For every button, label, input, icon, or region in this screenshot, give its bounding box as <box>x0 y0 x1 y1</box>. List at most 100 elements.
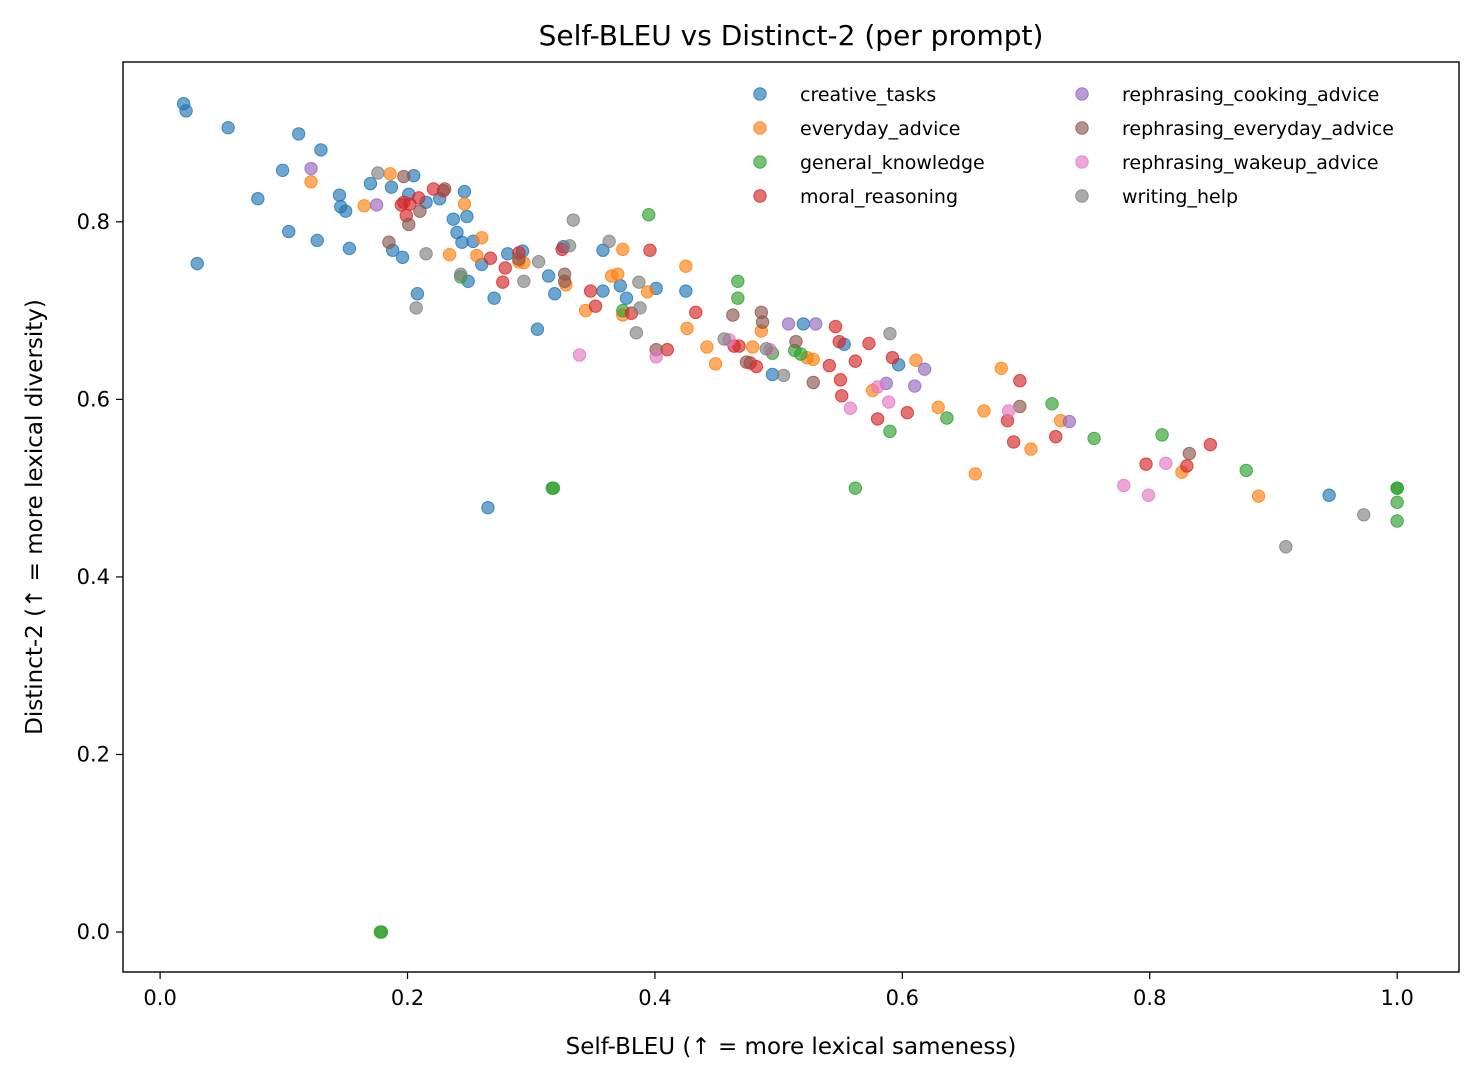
data-point-moral_reasoning <box>1013 374 1027 388</box>
y-tick-label: 0.4 <box>77 565 110 589</box>
data-point-moral_reasoning <box>498 261 512 275</box>
data-point-writing_help <box>629 326 644 340</box>
chart-title: Self-BLEU vs Distinct-2 (per prompt) <box>539 19 1044 52</box>
legend-label-rephrasing_wakeup_advice: rephrasing_wakeup_advice <box>1122 152 1379 174</box>
data-point-creative_tasks <box>541 269 556 283</box>
data-point-creative_tasks <box>501 247 515 261</box>
data-point-moral_reasoning <box>835 389 849 403</box>
data-point-rephrasing_everyday_advice <box>397 169 411 184</box>
data-point-general_knowledge <box>546 481 561 495</box>
legend-marker-rephrasing_cooking_advice <box>1075 87 1089 101</box>
legend-label-moral_reasoning: moral_reasoning <box>800 186 958 208</box>
data-point-rephrasing_cooking_advice <box>369 198 384 212</box>
data-point-writing_help <box>717 332 731 346</box>
data-point-writing_help <box>602 234 616 249</box>
data-point-moral_reasoning <box>483 251 498 265</box>
data-point-everyday_advice <box>679 259 693 273</box>
data-point-creative_tasks <box>310 233 324 248</box>
data-point-creative_tasks <box>530 322 545 336</box>
data-point-moral_reasoning <box>643 243 657 257</box>
data-point-creative_tasks <box>457 184 472 199</box>
data-point-creative_tasks <box>395 250 410 265</box>
data-point-rephrasing_wakeup_advice <box>1002 404 1016 418</box>
data-point-writing_help <box>776 368 791 383</box>
data-point-moral_reasoning <box>833 373 848 387</box>
data-point-creative_tasks <box>338 204 353 218</box>
data-point-creative_tasks <box>679 284 693 298</box>
data-point-creative_tasks <box>179 104 193 118</box>
data-point-general_knowledge <box>1045 397 1059 411</box>
data-point-rephrasing_wakeup_advice <box>843 401 858 415</box>
data-point-moral_reasoning <box>828 319 843 334</box>
data-point-writing_help <box>1279 540 1293 554</box>
data-point-moral_reasoning <box>1049 429 1063 444</box>
x-tick-label: 0.6 <box>886 986 919 1010</box>
legend-marker-creative_tasks <box>753 87 767 101</box>
data-point-rephrasing_cooking_advice <box>908 379 922 393</box>
y-axis-label: Distinct-2 (↑ = more lexical diversity) <box>22 299 48 735</box>
data-point-general_knowledge <box>848 481 863 495</box>
data-point-rephrasing_everyday_advice <box>739 355 754 369</box>
data-point-moral_reasoning <box>885 350 900 365</box>
legend-label-everyday_advice: everyday_advice <box>800 118 961 140</box>
data-point-everyday_advice <box>442 247 457 262</box>
data-point-everyday_advice <box>909 353 923 368</box>
data-point-everyday_advice <box>616 242 630 257</box>
legend-marker-general_knowledge <box>753 155 767 169</box>
data-point-writing_help <box>409 301 423 315</box>
data-point-moral_reasoning <box>689 305 703 320</box>
data-point-general_knowledge <box>731 291 745 305</box>
legend-marker-everyday_advice <box>753 121 767 135</box>
legend-marker-rephrasing_wakeup_advice <box>1075 155 1089 169</box>
legend-label-rephrasing_cooking_advice: rephrasing_cooking_advice <box>1122 84 1379 106</box>
data-point-moral_reasoning <box>1180 459 1194 473</box>
data-point-everyday_advice <box>611 267 625 281</box>
data-point-creative_tasks <box>363 176 378 191</box>
data-point-everyday_advice <box>1251 489 1266 503</box>
data-point-everyday_advice <box>968 467 983 481</box>
data-point-everyday_advice <box>994 361 1008 375</box>
x-tick-label: 0.2 <box>391 986 424 1010</box>
data-point-everyday_advice <box>475 231 489 245</box>
data-point-creative_tasks <box>613 279 627 293</box>
data-point-rephrasing_everyday_advice <box>557 274 572 288</box>
data-point-moral_reasoning <box>1139 457 1153 471</box>
data-point-everyday_advice <box>708 357 723 371</box>
data-point-everyday_advice <box>304 175 318 189</box>
data-point-rephrasing_cooking_advice <box>304 161 318 176</box>
data-point-creative_tasks <box>221 120 235 135</box>
data-point-general_knowledge <box>374 925 389 939</box>
data-point-general_knowledge <box>642 208 656 222</box>
data-point-creative_tasks <box>251 192 265 206</box>
data-point-rephrasing_everyday_advice <box>512 252 526 266</box>
data-point-everyday_advice <box>470 248 484 263</box>
data-point-everyday_advice <box>680 321 694 336</box>
data-point-rephrasing_everyday_advice <box>755 315 770 329</box>
data-point-creative_tasks <box>275 163 290 178</box>
legend: creative_tasks everyday_advice general_kno… <box>753 84 1394 208</box>
data-point-everyday_advice <box>1024 442 1038 456</box>
data-point-creative_tasks <box>342 241 357 256</box>
data-point-creative_tasks <box>619 291 634 305</box>
x-tick-label: 1.0 <box>1380 986 1413 1010</box>
data-point-rephrasing_everyday_advice <box>382 235 396 249</box>
data-point-writing_help <box>562 239 577 253</box>
legend-marker-rephrasing_everyday_advice <box>1075 121 1089 135</box>
data-point-creative_tasks <box>481 500 495 515</box>
data-point-rephrasing_wakeup_advice <box>1159 456 1173 470</box>
data-point-creative_tasks <box>796 317 811 331</box>
data-point-rephrasing_everyday_advice <box>402 217 416 232</box>
data-point-writing_help <box>566 213 580 227</box>
data-point-rephrasing_cooking_advice <box>781 317 796 331</box>
data-point-writing_help <box>1357 508 1371 522</box>
data-point-everyday_advice <box>977 404 991 418</box>
legend-label-creative_tasks: creative_tasks <box>800 84 936 106</box>
data-point-creative_tasks <box>410 287 425 301</box>
data-point-general_knowledge <box>794 347 808 361</box>
data-point-moral_reasoning <box>588 299 603 313</box>
data-point-general_knowledge <box>1390 481 1404 495</box>
data-point-general_knowledge <box>940 411 954 425</box>
data-points <box>176 97 1404 939</box>
data-point-general_knowledge <box>1155 428 1169 442</box>
